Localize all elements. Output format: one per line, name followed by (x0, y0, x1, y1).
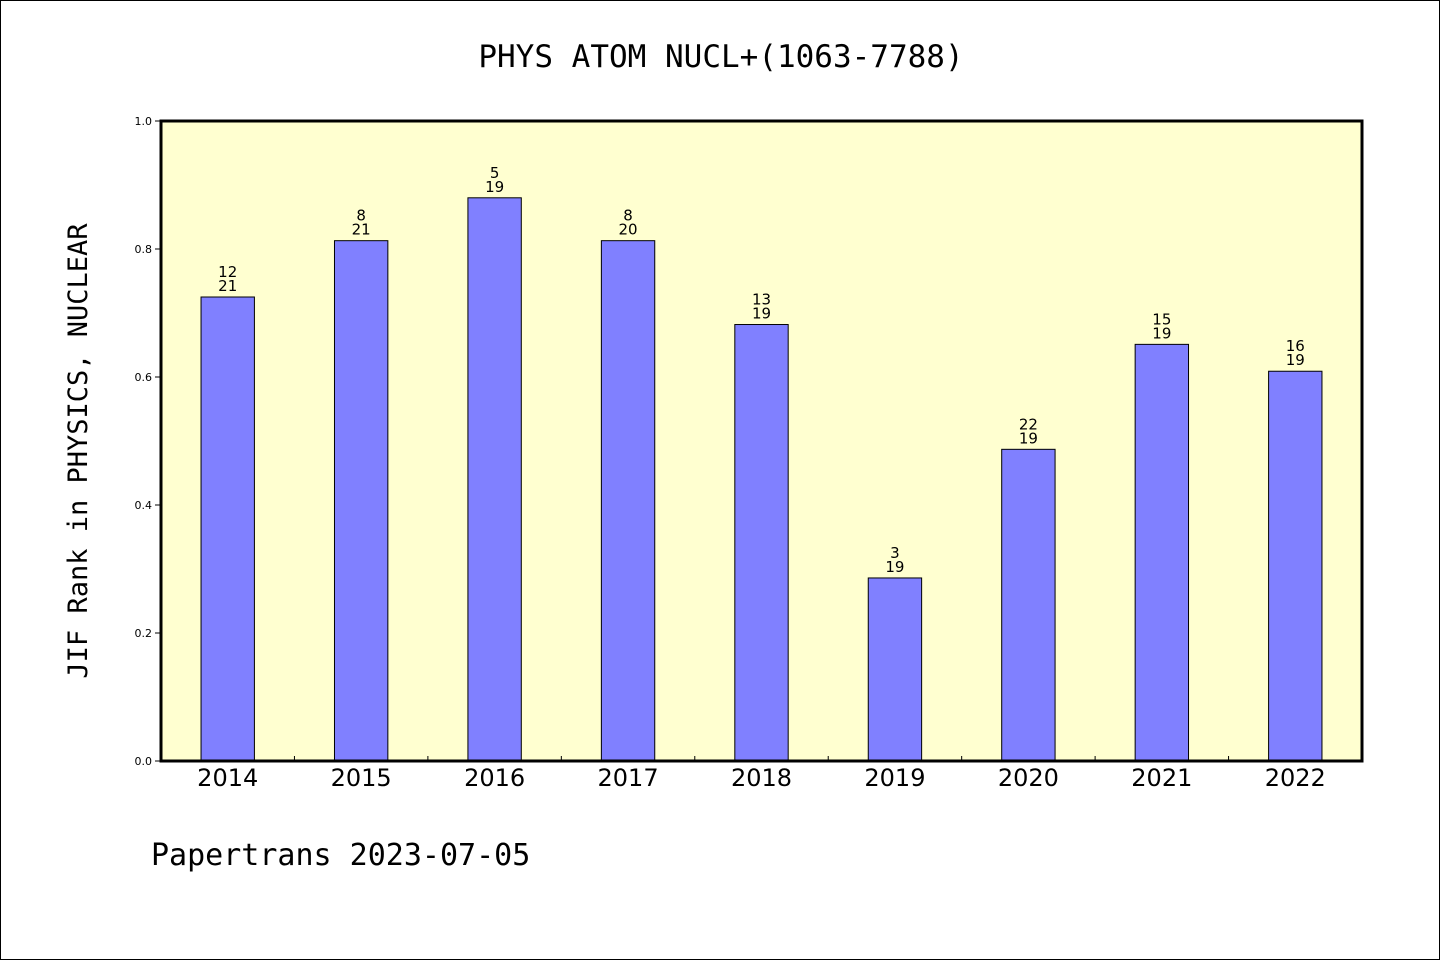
x-tick-label: 2020 (998, 764, 1059, 792)
y-axis-label: JIF Rank in PHYSICS, NUCLEAR (63, 223, 94, 679)
bar-2020 (1001, 448, 1056, 762)
y-tick-label: 1.0 (135, 115, 153, 128)
x-axis-ticks: 2014 2015 2016 2017 2018 2019 2020 2021 2022 (197, 756, 1326, 792)
bar-2014 (200, 296, 255, 762)
x-tick-label: 2015 (331, 764, 392, 792)
bar-label-top: 22 (1019, 415, 1038, 433)
footer-source-date: Papertrans 2023-07-05 (151, 838, 530, 873)
x-tick-label: 2018 (731, 764, 792, 792)
bar-2019 (867, 577, 923, 762)
bar-label-bottom: 19 (1152, 324, 1171, 342)
x-tick-label: 2022 (1265, 764, 1326, 792)
bar-label-top: 12 (218, 263, 237, 281)
bar-label-top: 16 (1286, 337, 1305, 355)
bars (200, 197, 1323, 762)
x-tick-label: 2017 (598, 764, 659, 792)
y-tick-label: 0.2 (135, 627, 153, 640)
bar-2015 (333, 240, 389, 762)
y-tick-label: 0.0 (135, 755, 153, 768)
plot-border (159, 119, 1364, 763)
bar-2017 (600, 240, 656, 762)
bar-label-bottom: 19 (885, 558, 904, 576)
chart-title: PHYS ATOM NUCL+(1063-7788) (478, 39, 963, 75)
bar-2021 (1134, 343, 1190, 762)
bar-label-top: 8 (356, 207, 366, 225)
bar-label-bottom: 19 (752, 305, 771, 323)
bar-label-bottom: 20 (619, 221, 638, 239)
bar-2018 (734, 324, 789, 762)
bar-label-top: 15 (1152, 310, 1171, 328)
x-tick-label: 2016 (464, 764, 525, 792)
bar-label-top: 8 (623, 207, 633, 225)
bar-label-bottom: 21 (218, 277, 237, 295)
bar-label-top: 3 (890, 544, 900, 562)
y-tick-label: 0.8 (135, 243, 153, 256)
bar-label-bottom: 19 (1019, 429, 1038, 447)
bar-2016 (467, 197, 522, 762)
bar-label-top: 13 (752, 291, 771, 309)
y-tick-label: 0.6 (135, 371, 153, 384)
bar-2022 (1268, 370, 1323, 762)
bar-label-bottom: 19 (485, 178, 504, 196)
x-tick-label: 2019 (864, 764, 925, 792)
bar-label-top: 5 (490, 164, 500, 182)
x-tick-label: 2021 (1131, 764, 1192, 792)
bar-label-bottom: 19 (1286, 351, 1305, 369)
x-tick-label: 2014 (197, 764, 258, 792)
bar-label-bottom: 21 (352, 221, 371, 239)
y-axis-ticks: 0.0 0.2 0.4 0.6 0.8 1.0 (135, 115, 161, 768)
y-tick-label: 0.4 (135, 499, 153, 512)
